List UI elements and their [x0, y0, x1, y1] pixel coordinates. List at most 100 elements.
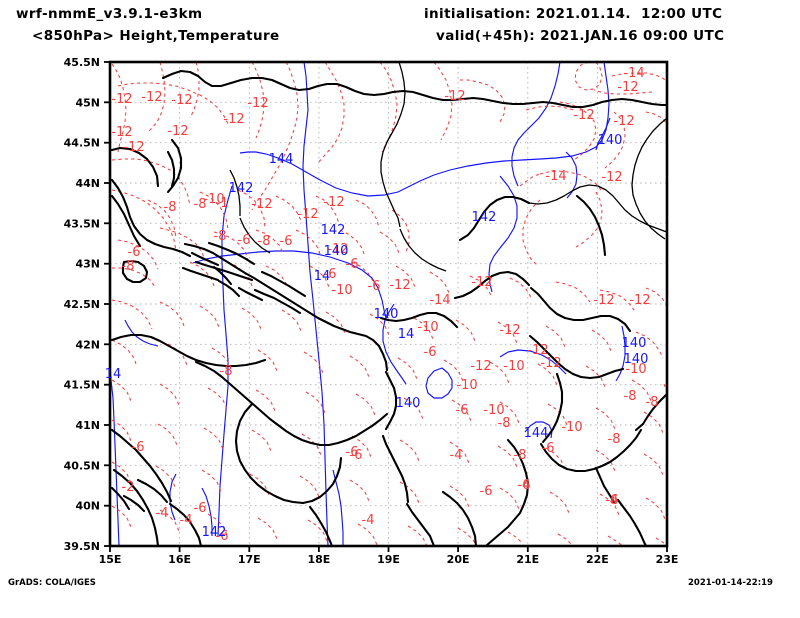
height-contour-label: 144 — [524, 426, 549, 441]
x-tick-label: 18E — [307, 553, 330, 566]
temperature-contour-label: -12 — [470, 359, 491, 374]
y-tick-label: 43N — [75, 258, 100, 271]
x-tick-label: 16E — [168, 553, 191, 566]
temperature-contour-label: -8 — [164, 200, 177, 215]
temperature-contour-label: -6 — [216, 529, 229, 544]
temperature-contour-label: -6 — [368, 279, 381, 294]
y-tick-label: 40.5N — [64, 459, 100, 472]
temperature-contour-label: -10 — [456, 378, 477, 393]
temperature-contour-label: -12 — [540, 356, 561, 371]
valid-time-label: valid(+45h): 2021.JAN.16 09:00 UTC — [436, 28, 725, 44]
temperature-contour-label: -8 — [220, 364, 233, 379]
coastlines-and-borders — [110, 61, 669, 548]
temperature-contour-label: -4 — [156, 506, 169, 521]
temperature-contour-label: -12 — [111, 125, 132, 140]
temperature-contour-label: -12 — [323, 195, 344, 210]
field-level-label: <850hPa> Height,Temperature — [32, 28, 280, 44]
temperature-contour-label: -10 — [417, 320, 438, 335]
height-contour-label: 140 — [324, 244, 349, 259]
height-contour-label: 14 — [398, 327, 415, 342]
x-tick-label: 21E — [516, 553, 539, 566]
temperature-contour-label: -6 — [194, 501, 207, 516]
y-tick-label: 44.5N — [64, 137, 100, 150]
temperature-contour-label: -10 — [561, 420, 582, 435]
x-axis-labels: 15E 16E 17E 18E 19E 20E 21E 22E 23E — [99, 553, 679, 566]
temperature-contour-label: -8 — [624, 389, 637, 404]
temperature-contour-label: -4 — [450, 448, 463, 463]
x-tick-label: 20E — [447, 553, 470, 566]
x-tick-label: 17E — [238, 553, 261, 566]
height-contour-label: 142 — [472, 210, 497, 225]
height-contour-label: 142 — [229, 181, 254, 196]
temperature-contour-label: -4 — [518, 478, 531, 493]
temperature-contour-label: -6 — [346, 257, 359, 272]
height-contour-label: 140 — [624, 352, 649, 367]
gridlines — [110, 62, 667, 546]
temperature-contour-label: -14 — [429, 293, 450, 308]
temperature-contour-label: -12 — [327, 242, 348, 257]
temperature-contour-label: -12 — [617, 80, 638, 95]
height-contour-label: 142 — [202, 525, 227, 540]
height-contour-labels: 1441421421421401414014140140140144141421… — [105, 133, 649, 540]
temperature-contour-label: -12 — [389, 278, 410, 293]
temperature-contour-label: -12 — [629, 293, 650, 308]
y-tick-label: 39.5N — [64, 540, 100, 553]
grads-credit-label: GrADS: COLA/IGES — [8, 578, 96, 588]
height-contour-label: 144 — [269, 152, 294, 167]
temperature-contour-label: -1 — [216, 196, 229, 211]
temperature-contour-label: -8 — [214, 229, 227, 244]
temperature-contour-label: -12 — [167, 124, 188, 139]
temperature-contour-label: -12 — [247, 96, 268, 111]
temperature-contour-label: -12 — [171, 93, 192, 108]
temperature-contour-label: -6 — [542, 441, 555, 456]
y-tick-label: 42N — [75, 338, 100, 351]
temperature-contour-label: -12 — [613, 114, 634, 129]
temperature-contour-label: -12 — [593, 293, 614, 308]
temperature-contour-labels: -12 -12 -12-12-12-12 -12-12-12-1 -12-12-12-8… — [111, 66, 658, 544]
y-tick-label: 43.5N — [64, 217, 100, 230]
temperature-contour-label: -12 — [111, 92, 132, 107]
model-name-label: wrf-nmmE_v3.9.1-e3km — [16, 6, 203, 22]
temperature-contour-label: -10 — [483, 403, 504, 418]
temperature-contours — [111, 61, 668, 547]
y-tick-label: 40N — [75, 500, 100, 513]
height-contour-label: 140 — [374, 307, 399, 322]
temperature-contour-label: -8 — [498, 416, 511, 431]
temperature-contour-label: -8 — [514, 448, 527, 463]
temperature-contour-label: -6 — [424, 345, 437, 360]
temperature-contour-label: -6 — [132, 440, 145, 455]
x-tick-label: 22E — [586, 553, 609, 566]
temperature-contour-label: -12 — [141, 90, 162, 105]
temperature-contour-label: -4 — [180, 513, 193, 528]
temperature-contour-label: -8 — [122, 259, 135, 274]
temperature-contour-label: -6 — [238, 233, 251, 248]
x-tick-label: 15E — [99, 553, 122, 566]
temperature-contour-label: -12 — [601, 170, 622, 185]
height-contour-label: 142 — [321, 223, 346, 238]
temperature-contour-label: -12 — [251, 197, 272, 212]
y-tick-label: 41N — [75, 419, 100, 432]
temperature-contour-label: -10 — [331, 283, 352, 298]
temperature-contour-label: -6 — [128, 245, 141, 260]
temperature-contour-label: -12 — [223, 112, 244, 127]
temperature-contour-label: -12 — [527, 343, 548, 358]
temperature-contour-label: -4 — [606, 493, 619, 508]
y-axis-labels: 39.5N 40N 40.5N 41N 41.5N 42N 42.5N 43N … — [64, 56, 100, 553]
temperature-contour-label: -8 — [258, 234, 271, 249]
temperature-contour-label: -12 — [123, 140, 144, 155]
render-timestamp-label: 2021-01-14-22:19 — [688, 578, 773, 588]
initialisation-label: initialisation: 2021.01.14. 12:00 UTC — [424, 6, 723, 22]
temperature-contour-label: -4 — [362, 513, 375, 528]
y-tick-label: 45N — [75, 96, 100, 109]
height-contour-label: 140 — [622, 336, 647, 351]
y-tick-label: 41.5N — [64, 379, 100, 392]
temperature-contour-label: -2 — [122, 480, 135, 495]
temperature-contour-label: -12 — [297, 207, 318, 222]
map-canvas: 15E 16E 17E 18E 19E 20E 21E 22E 23E 39.5… — [64, 56, 679, 566]
temperature-contour-label: -10 — [503, 359, 524, 374]
temperature-contour-label: -6 — [480, 484, 493, 499]
y-tick-label: 42.5N — [64, 298, 100, 311]
height-contour-label: 14 — [105, 367, 122, 382]
temperature-contour-label: -6 — [456, 403, 469, 418]
height-contour-label: 14 — [314, 269, 331, 284]
